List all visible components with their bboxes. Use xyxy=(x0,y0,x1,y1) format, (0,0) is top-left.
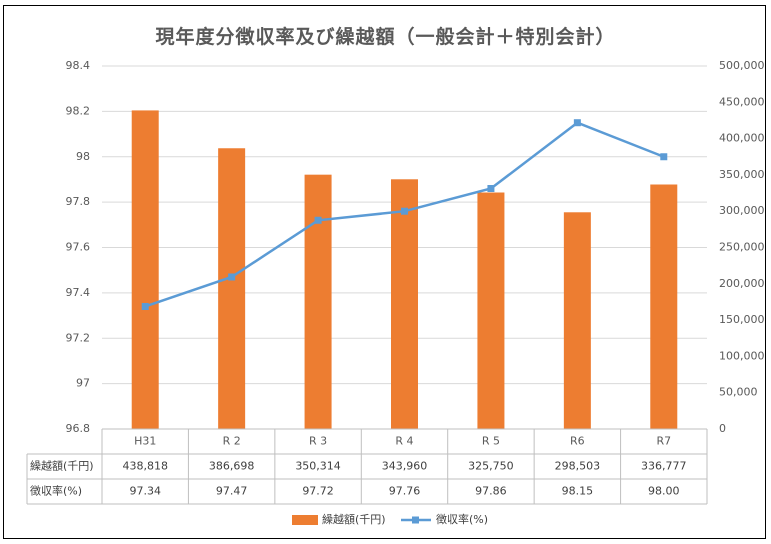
left-tick-label: 97 xyxy=(76,377,90,390)
table-cell-value: 97.34 xyxy=(129,485,161,498)
table-row-header: 徴収率(%) xyxy=(30,484,82,498)
table-cell-value: 350,314 xyxy=(295,460,341,473)
category-label: R 4 xyxy=(395,435,413,448)
left-tick-label: 97.6 xyxy=(66,241,91,254)
left-tick-label: 98 xyxy=(76,150,90,163)
table-cell-value: 98.00 xyxy=(648,485,680,498)
table-cell-value: 325,750 xyxy=(468,460,514,473)
left-tick-label: 97.2 xyxy=(66,331,91,344)
table-cell-value: 298,503 xyxy=(555,460,601,473)
right-tick-label: 350,000 xyxy=(719,168,765,181)
category-label: R 5 xyxy=(482,435,500,448)
chart-title: 現年度分徴収率及び繰越額（一般会計＋特別会計） xyxy=(155,26,616,48)
right-tick-label: 200,000 xyxy=(719,277,765,290)
right-tick-label: 300,000 xyxy=(719,204,765,217)
category-label: R7 xyxy=(656,435,671,448)
bar xyxy=(304,174,332,429)
table-cell-value: 97.47 xyxy=(216,485,248,498)
line-point xyxy=(401,207,408,215)
right-tick-label: 100,000 xyxy=(719,349,765,362)
table-cell-value: 97.86 xyxy=(475,485,507,498)
right-tick-label: 500,000 xyxy=(719,59,765,72)
legend-label: 徴収率(%) xyxy=(436,512,488,526)
left-tick-label: 96.8 xyxy=(66,422,91,435)
right-tick-label: 250,000 xyxy=(719,241,765,254)
right-tick-label: 50,000 xyxy=(719,386,758,399)
category-label: R 3 xyxy=(309,435,327,448)
chart-border xyxy=(3,5,766,539)
right-tick-label: 0 xyxy=(719,422,726,435)
table-cell-value: 336,777 xyxy=(641,460,687,473)
left-tick-label: 98.4 xyxy=(66,59,91,72)
table-cell-value: 98.15 xyxy=(562,485,594,498)
left-tick-label: 97.4 xyxy=(66,286,91,299)
line-point xyxy=(228,273,236,281)
category-label: H31 xyxy=(134,435,156,448)
bar xyxy=(218,148,246,429)
bar xyxy=(563,212,591,429)
line-point xyxy=(141,302,149,310)
right-tick-label: 450,000 xyxy=(719,95,765,108)
line-point xyxy=(660,153,668,161)
table-row-header: 繰越額(千円) xyxy=(30,459,94,473)
table-cell-value: 97.76 xyxy=(389,485,421,498)
line-point xyxy=(314,216,322,224)
right-tick-label: 150,000 xyxy=(719,313,765,326)
line-point xyxy=(573,119,581,127)
left-tick-label: 97.8 xyxy=(66,195,91,208)
table-cell-value: 386,698 xyxy=(209,460,255,473)
legend-swatch-bar xyxy=(292,515,318,525)
bar xyxy=(391,179,418,429)
category-label: R 2 xyxy=(223,435,241,448)
legend-swatch-marker xyxy=(412,516,419,524)
right-tick-label: 400,000 xyxy=(719,132,765,145)
bar xyxy=(131,110,159,430)
left-tick-label: 98.2 xyxy=(66,104,91,117)
bar xyxy=(650,184,678,429)
category-label: R6 xyxy=(570,435,585,448)
table-cell-value: 438,818 xyxy=(122,460,168,473)
legend-label: 繰越額(千円) xyxy=(322,512,386,526)
table-cell-value: 97.72 xyxy=(302,485,334,498)
table-cell-value: 343,960 xyxy=(382,460,428,473)
line-point xyxy=(487,185,495,193)
bar xyxy=(477,192,505,429)
